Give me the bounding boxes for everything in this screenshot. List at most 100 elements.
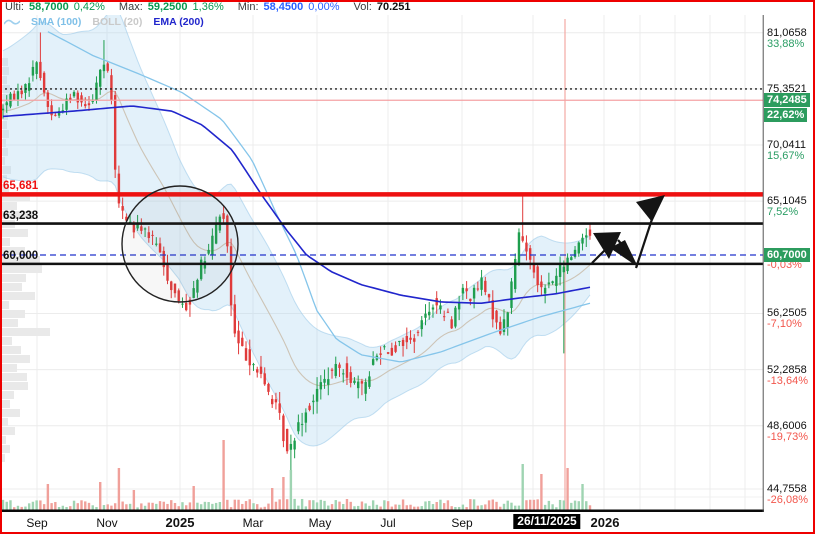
ema-line [2,105,591,304]
volume-bar [461,504,465,510]
axis-price-label: 52,2858 [767,363,807,376]
candle-body [386,352,390,354]
volume-bar [259,507,263,510]
level-price-label: 63,238 [3,209,39,222]
x-axis-label[interactable]: 2025 [165,515,195,530]
volume-bar [327,505,330,510]
candle-body [136,223,139,229]
volume-bar [113,503,117,510]
volume-profile-bar [0,319,18,327]
candle-body [517,232,521,265]
volume-profile-bar [0,265,42,273]
candle-body [558,264,562,277]
candle-body [588,229,592,236]
volume-bar [39,500,42,510]
volume-bar [136,507,139,510]
candle-body [409,337,412,340]
axis-price-label: 44,7558 [767,483,807,495]
volume-bar [416,506,420,510]
candle-body [289,443,293,450]
volume-bar [293,498,296,510]
candle-body [35,62,38,74]
candle-body [267,383,270,392]
candle-body [244,348,248,361]
candle-body [371,359,375,365]
candle-body [256,369,259,373]
volume-bar [588,505,592,510]
volume-profile-bar [0,103,11,111]
candle-body [472,287,476,299]
volume-bar [155,503,158,510]
candle-body [13,93,16,100]
volume-bar [356,505,360,510]
candle-body [480,277,483,290]
volume-bar [20,506,23,510]
candle-body [155,243,158,245]
candle-body [431,307,435,310]
x-axis-label[interactable]: Nov [96,516,118,530]
axis-percent-label: 33,88% [767,37,805,50]
indicator-legend[interactable]: SMA (100) BOLL (20) EMA (200) [4,15,204,28]
candle-body [428,311,431,316]
volume-profile-bar [0,130,9,138]
volume-bar [91,505,94,510]
candle-body [151,234,154,236]
volume-bar [106,504,109,510]
axis-percent-label: 7,52% [767,206,799,219]
volume-bar [199,504,203,510]
volume-bar [439,499,442,510]
volume-profile-bar [0,202,17,210]
indicator-sma[interactable]: SMA (100) [31,15,82,28]
candle-body [502,319,506,332]
candle-body [487,294,491,298]
volume-bar [312,500,315,510]
volume-profile-bar [0,229,28,237]
indicator-boll[interactable]: BOLL (20) [92,15,143,28]
volume-bar [211,503,214,510]
volume-profile-bar [0,373,27,381]
chart-canvas[interactable] [0,15,764,513]
x-axis-label[interactable]: 2026 [590,515,620,530]
axis-price-label: 65,1045 [767,195,807,208]
volume-bar [278,499,281,510]
volume-bar [484,504,487,510]
candle-body [323,378,326,383]
time-axis[interactable]: Sep Nov 2025 Mar May Jul Sep 26/11/2025 2026 [0,512,764,532]
x-axis-label[interactable]: Sep [26,516,48,530]
candle-body [125,216,128,221]
volume-profile-bar [0,238,10,246]
volume-bar [364,503,367,510]
level-price-label: 65,681 [3,180,39,193]
candle-body [383,346,386,348]
volume-bar [506,500,509,510]
volume-bar [424,501,427,510]
candle-body [476,288,480,290]
candle-body [401,339,405,346]
x-axis-label[interactable]: Jul [380,516,396,530]
candle-body [304,412,308,423]
candle-body [349,372,352,383]
sma-wave-icon [4,19,20,25]
price-axis[interactable]: 81,0658 33,88% 75,3521 74,2485 22,62% 70,0411… [764,15,815,534]
indicator-ema[interactable]: EMA (200) [153,15,204,28]
volume-bar [143,505,147,510]
x-axis-label[interactable]: Sep [451,516,473,530]
candle-body [319,382,323,390]
x-axis-label[interactable]: May [308,516,332,530]
volume-bar [558,499,562,510]
volume-bar [521,464,524,510]
bollinger-lower [2,168,591,447]
candle-body [514,259,517,290]
x-axis-label[interactable]: Mar [242,516,264,530]
date-badge[interactable]: 26/11/2025 [513,514,581,529]
axis-price-label: 48,6006 [767,419,807,432]
candle-body [117,173,121,204]
candle-body [57,111,61,116]
volume-bar [297,505,300,510]
candle-body [532,263,536,273]
candle-body [143,228,147,230]
volume-profile-bar [0,193,30,201]
volume-bar [401,499,405,510]
volume-bar [1,499,5,510]
candle-body [315,388,319,402]
